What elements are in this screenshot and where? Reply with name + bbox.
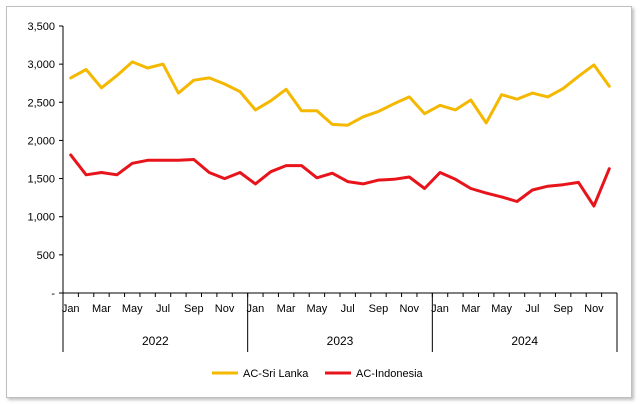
y-tick-label: -	[51, 288, 55, 300]
series-layer	[69, 60, 611, 208]
line-chart: - 500 1,000 1,500 2,000 2,500 3,000 3,500 Jan Ma…	[27, 21, 618, 380]
x-tick-label: Nov	[584, 303, 604, 315]
year-label: 2024	[511, 334, 538, 348]
y-tick-label: 1,000	[27, 212, 55, 224]
x-tick-label: Jul	[341, 303, 355, 315]
legend-label: AC-Indonesia	[356, 368, 424, 380]
chart-frame: - 500 1,000 1,500 2,000 2,500 3,000 3,500 Jan Ma…	[6, 6, 632, 398]
y-tick-label: 3,000	[27, 59, 55, 71]
x-tick-label: Jul	[525, 303, 539, 315]
y-tick-label: 500	[37, 250, 55, 262]
x-tick-label: Jan	[62, 303, 80, 315]
x-tick-label: Jan	[431, 303, 449, 315]
y-tick-label: 3,500	[27, 21, 55, 33]
year-label: 2022	[142, 334, 169, 348]
x-tick-label: Sep	[553, 303, 573, 315]
series-line-indonesia	[69, 153, 611, 208]
x-tick-label: Sep	[184, 303, 204, 315]
x-tick-label: May	[122, 303, 143, 315]
x-tick-label: May	[307, 303, 328, 315]
x-tick-label: May	[491, 303, 512, 315]
x-tick-label: Nov	[215, 303, 235, 315]
x-tick-label: Mar	[92, 303, 111, 315]
x-tick-label: Jan	[246, 303, 264, 315]
x-tick-label: Sep	[369, 303, 389, 315]
y-tick-label: 2,500	[27, 97, 55, 109]
series-line-sri-lanka	[69, 60, 611, 127]
x-axis: Jan Mar May Jul Sep Nov Jan Mar May Jul Sep Nov Jan M…	[62, 292, 618, 352]
legend-label: AC-Sri Lanka	[243, 368, 309, 380]
y-tick-label: 1,500	[27, 174, 55, 186]
x-tick-label: Nov	[399, 303, 419, 315]
x-tick-label: Mar	[277, 303, 296, 315]
y-tick-label: 2,000	[27, 135, 55, 147]
x-tick-label: Mar	[461, 303, 480, 315]
x-tick-label: Jul	[156, 303, 170, 315]
y-axis: - 500 1,000 1,500 2,000 2,500 3,000 3,500	[27, 21, 64, 300]
year-label: 2023	[327, 334, 354, 348]
legend: AC-Sri Lanka AC-Indonesia	[212, 368, 424, 380]
